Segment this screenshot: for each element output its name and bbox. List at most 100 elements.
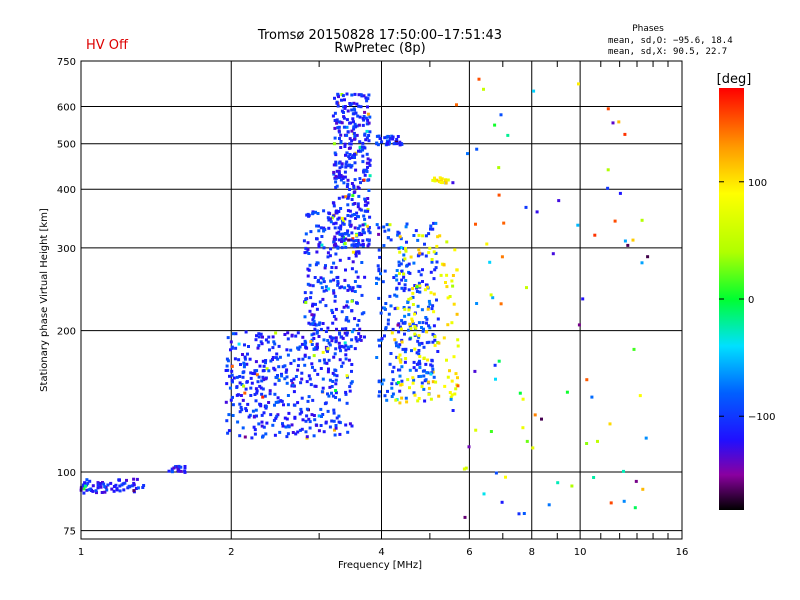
data-point	[351, 286, 355, 290]
data-point	[311, 212, 315, 216]
data-point	[315, 329, 319, 333]
data-point	[326, 326, 330, 330]
data-point	[361, 228, 365, 232]
data-point	[407, 328, 411, 332]
data-point	[435, 260, 439, 264]
data-point	[356, 275, 360, 279]
data-point	[417, 321, 421, 325]
y-tick-label: 100	[57, 468, 76, 479]
data-point	[421, 268, 424, 272]
data-point	[326, 409, 330, 413]
data-point	[342, 115, 346, 119]
data-point	[424, 362, 428, 366]
data-point	[94, 489, 98, 493]
data-point	[350, 380, 354, 384]
data-point	[482, 87, 485, 91]
data-point	[611, 121, 615, 125]
data-point	[257, 332, 261, 336]
data-point	[298, 412, 302, 416]
data-point	[344, 162, 348, 166]
data-point	[315, 331, 319, 335]
data-point	[88, 479, 92, 483]
data-point	[259, 403, 263, 406]
data-point	[337, 238, 341, 242]
data-point	[312, 332, 316, 336]
data-point	[500, 500, 504, 504]
data-point	[324, 304, 328, 308]
data-point	[407, 288, 411, 292]
data-point	[260, 420, 264, 424]
data-point	[329, 220, 333, 224]
data-point	[320, 415, 323, 418]
data-point	[266, 340, 270, 344]
data-point	[361, 243, 365, 246]
data-point	[281, 365, 285, 369]
data-point	[125, 478, 128, 482]
data-point	[332, 163, 336, 167]
data-point	[330, 391, 333, 395]
data-point	[326, 392, 329, 396]
data-point	[343, 170, 347, 174]
data-point	[307, 374, 311, 378]
data-point	[229, 348, 232, 352]
data-point	[317, 414, 321, 418]
data-point	[455, 312, 459, 316]
data-point	[317, 229, 321, 233]
data-point	[391, 378, 395, 382]
data-point	[333, 235, 337, 239]
data-point	[310, 362, 314, 366]
data-point	[309, 383, 313, 387]
data-point	[323, 266, 327, 270]
data-point	[312, 347, 316, 351]
data-point	[313, 322, 317, 326]
data-point	[462, 467, 466, 471]
data-point	[274, 416, 278, 420]
data-point	[396, 323, 400, 327]
data-point	[241, 398, 245, 402]
data-point	[312, 315, 316, 319]
data-point	[398, 401, 402, 405]
data-point	[386, 134, 390, 138]
data-point	[314, 263, 318, 267]
data-point	[533, 413, 537, 417]
data-point	[322, 209, 326, 213]
data-point	[623, 239, 627, 243]
data-point	[329, 270, 333, 274]
data-point	[428, 326, 432, 330]
data-point	[396, 135, 400, 138]
data-point	[521, 397, 525, 401]
data-point	[103, 490, 107, 494]
data-point	[429, 224, 433, 228]
data-point	[230, 378, 234, 382]
data-point	[348, 188, 352, 191]
data-point	[314, 210, 317, 214]
data-point	[384, 326, 388, 330]
data-point	[398, 358, 402, 362]
data-point	[395, 286, 399, 290]
data-point	[440, 177, 444, 181]
data-point	[320, 390, 324, 394]
data-point	[393, 307, 397, 311]
data-point	[118, 478, 121, 482]
data-point	[547, 503, 551, 507]
data-point	[427, 299, 431, 303]
data-point	[348, 163, 351, 167]
data-point	[307, 356, 311, 360]
data-point	[363, 197, 367, 201]
data-point	[365, 99, 369, 103]
data-point	[405, 222, 409, 226]
data-point	[337, 210, 341, 213]
data-point	[306, 247, 310, 251]
data-point	[301, 357, 305, 361]
data-point	[339, 146, 343, 149]
data-point	[367, 239, 371, 243]
data-point	[359, 208, 363, 212]
data-point	[277, 344, 281, 348]
data-point	[366, 112, 370, 116]
data-point	[378, 255, 382, 259]
data-point	[416, 238, 420, 242]
data-point	[343, 175, 347, 179]
data-point	[383, 334, 386, 338]
data-point	[322, 246, 326, 250]
data-point	[352, 120, 355, 124]
